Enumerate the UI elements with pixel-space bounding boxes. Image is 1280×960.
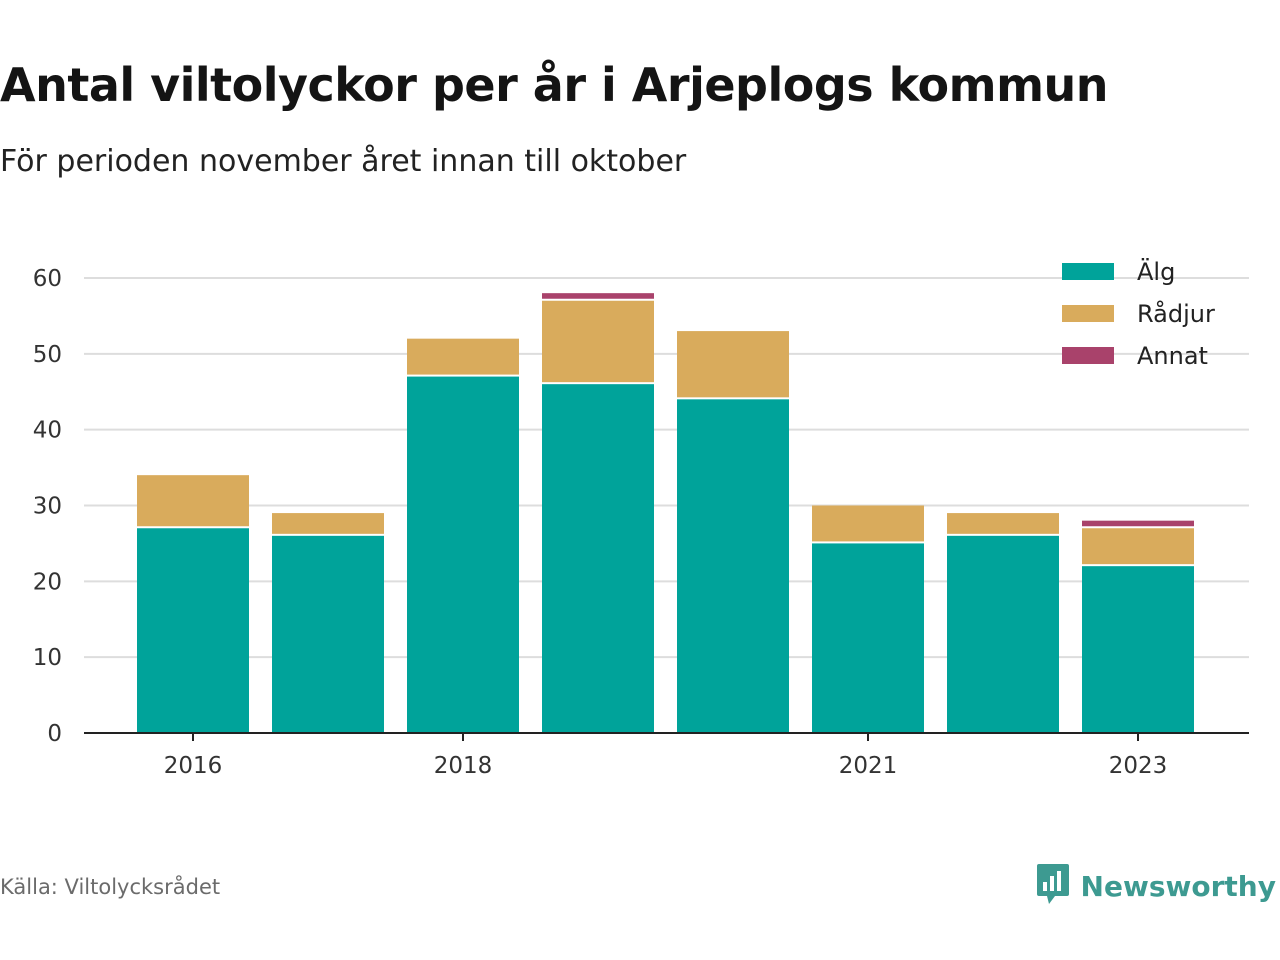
bar-segment-rådjur-2020[interactable] xyxy=(677,331,789,398)
axes: 0 10 20 30 40 50 60 2016 2018 2021 2023 xyxy=(33,266,1249,779)
bar-segment-rådjur-2017[interactable] xyxy=(272,513,384,534)
y-tick-label: 0 xyxy=(47,721,62,747)
bar-segment-rådjur-2016[interactable] xyxy=(137,475,249,527)
bar-segment-rådjur-2023[interactable] xyxy=(1082,528,1194,565)
bar-segment-rådjur-2021[interactable] xyxy=(812,505,924,542)
bar-segment-älg-2022[interactable] xyxy=(947,535,1059,733)
x-tick-label: 2021 xyxy=(839,753,898,779)
y-tick-label: 60 xyxy=(33,266,62,292)
gridlines xyxy=(84,277,1249,659)
legend-swatch-älg xyxy=(1062,263,1114,280)
y-tick-label: 20 xyxy=(33,569,62,595)
y-tick-label: 10 xyxy=(33,645,62,671)
y-tick-label: 50 xyxy=(33,342,62,368)
chart-subtitle: För perioden november året innan till ok… xyxy=(0,144,687,179)
x-tick-label: 2023 xyxy=(1109,753,1168,779)
bar-segment-älg-2017[interactable] xyxy=(272,535,384,733)
legend-label-annat: Annat xyxy=(1137,342,1208,370)
bar-segment-älg-2018[interactable] xyxy=(407,376,519,733)
bar-segment-älg-2019[interactable] xyxy=(542,384,654,733)
bars xyxy=(137,293,1194,733)
legend: Älg Rådjur Annat xyxy=(1062,257,1215,370)
bar-segment-annat-2019[interactable] xyxy=(542,293,654,299)
bar-chart-speech-bubble-icon xyxy=(1035,862,1071,910)
bar-segment-älg-2016[interactable] xyxy=(137,528,249,733)
bar-segment-älg-2021[interactable] xyxy=(812,543,924,733)
y-tick-label: 30 xyxy=(33,494,62,520)
brand-name: Newsworthy xyxy=(1080,869,1276,903)
legend-label-älg: Älg xyxy=(1137,257,1175,286)
y-tick-label: 40 xyxy=(33,418,62,444)
bar-segment-älg-2023[interactable] xyxy=(1082,566,1194,733)
legend-swatch-annat xyxy=(1062,347,1114,364)
bar-segment-annat-2023[interactable] xyxy=(1082,520,1194,527)
x-tick-label: 2016 xyxy=(164,753,223,779)
legend-label-rådjur: Rådjur xyxy=(1137,299,1215,328)
bar-segment-älg-2020[interactable] xyxy=(677,399,789,733)
brand-logo[interactable]: Newsworthy xyxy=(1035,862,1276,910)
source-note: Källa: Viltolycksrådet xyxy=(0,875,221,899)
bar-segment-rådjur-2022[interactable] xyxy=(947,513,1059,534)
chart-title: Antal viltolyckor per år i Arjeplogs kom… xyxy=(0,58,1109,112)
bar-segment-rådjur-2019[interactable] xyxy=(542,300,654,383)
legend-swatch-rådjur xyxy=(1062,305,1114,322)
bar-segment-rådjur-2018[interactable] xyxy=(407,338,519,375)
x-tick-label: 2018 xyxy=(434,753,493,779)
